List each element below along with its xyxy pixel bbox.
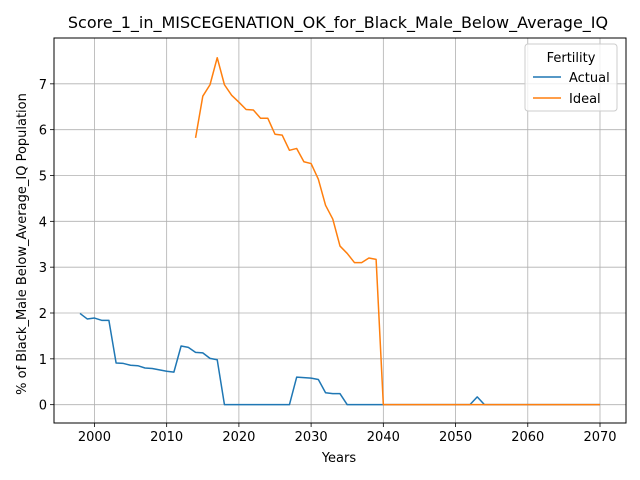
x-tick-label: 2020 — [222, 430, 255, 445]
chart-title: Score_1_in_MISCEGENATION_OK_for_Black_Ma… — [68, 13, 608, 33]
y-tick-label: 5 — [39, 170, 47, 185]
x-tick-label: 2040 — [367, 430, 400, 445]
y-tick-label: 7 — [39, 78, 47, 93]
x-tick-label: 2000 — [78, 430, 111, 445]
series-line-ideal — [194, 56, 600, 406]
y-tick-label: 6 — [39, 124, 47, 139]
legend-box — [524, 43, 618, 112]
series-layer — [79, 56, 600, 406]
x-tick-label: 2060 — [511, 430, 544, 445]
y-axis-label: % of Black_Male Below_Average_IQ Populat… — [15, 93, 30, 395]
x-tick-label: 2030 — [295, 430, 328, 445]
x-tick-label: 2050 — [439, 430, 472, 445]
legend: Fertility Actual Ideal — [524, 43, 618, 112]
y-tick-label: 0 — [39, 399, 47, 414]
legend-label-actual: Actual — [569, 71, 610, 86]
legend-title: Fertility — [547, 51, 596, 66]
y-tick-label: 3 — [39, 261, 47, 276]
x-tick-label: 2010 — [150, 430, 183, 445]
y-tick-label: 2 — [39, 307, 47, 322]
legend-label-ideal: Ideal — [569, 92, 601, 107]
y-tick-label: 4 — [39, 215, 47, 230]
axis-ticks: 2000 2010 2020 2030 2040 2050 2060 2070 0 1 2 3 4 5 6 7 — [39, 78, 617, 445]
grid-lines — [54, 38, 626, 423]
plot-frame — [53, 37, 627, 424]
x-tick-label: 2070 — [583, 430, 616, 445]
y-tick-label: 1 — [39, 353, 47, 368]
x-axis-label: Years — [321, 451, 357, 466]
